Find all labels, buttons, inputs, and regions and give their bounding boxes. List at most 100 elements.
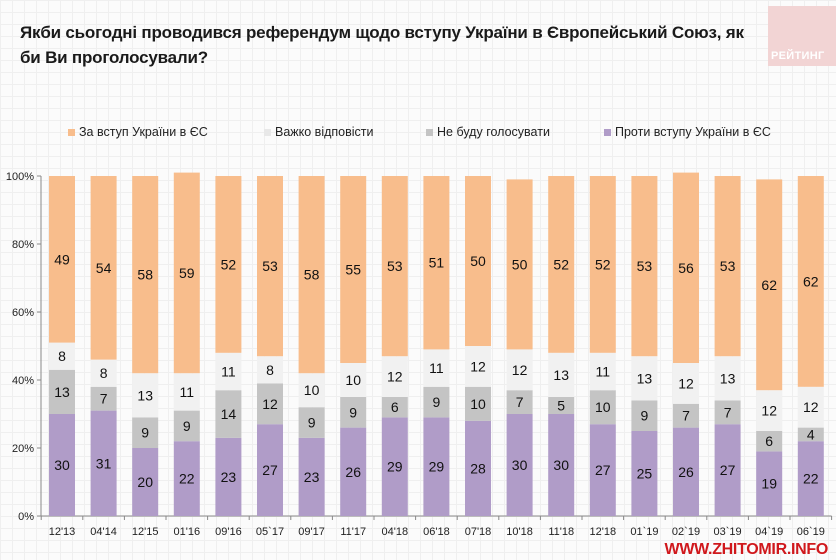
bar-segment-hard-to-say	[132, 373, 159, 418]
data-label-hard-to-say: 11	[596, 364, 611, 380]
data-label-for: 62	[761, 277, 777, 293]
data-label-hard-to-say: 8	[58, 348, 66, 364]
legend-label-hard-to-say: Важко відповісти	[275, 125, 374, 139]
bar-segment-hard-to-say	[257, 356, 283, 384]
data-label-hard-to-say: 8	[100, 365, 108, 381]
data-label-hard-to-say: 12	[512, 362, 528, 378]
bar-segment-wont-vote	[381, 397, 408, 418]
bar-segment-for	[548, 176, 575, 353]
data-label-against: 30	[512, 457, 528, 473]
bar-segment-against	[589, 424, 616, 516]
legend-item-against: Проти вступу України в ЄС	[604, 125, 771, 139]
bar-segment-against	[506, 414, 533, 516]
data-label-for: 53	[387, 258, 403, 274]
x-tick-label: 12'13	[49, 526, 76, 538]
bar-segment-hard-to-say	[673, 363, 699, 404]
data-label-hard-to-say: 12	[678, 375, 694, 391]
data-label-wont-vote: 6	[765, 433, 773, 449]
bar-segment-hard-to-say	[506, 349, 533, 391]
data-label-hard-to-say: 11	[180, 384, 195, 400]
legend-item-for: За вступ України в ЄС	[68, 125, 208, 139]
data-label-hard-to-say: 12	[387, 369, 403, 385]
bar-segment-for	[215, 176, 242, 353]
x-tick-label: 04'18	[382, 526, 409, 538]
bar-segment-against	[49, 414, 75, 516]
bar-segment-against	[298, 437, 325, 516]
data-label-wont-vote: 10	[595, 399, 611, 415]
data-label-for: 50	[512, 256, 528, 272]
data-label-for: 58	[137, 267, 153, 283]
bar-segment-against	[90, 410, 117, 516]
bar-segment-for	[631, 176, 658, 357]
watermark: WWW.ZHITOMIR.INFO	[664, 541, 829, 558]
data-label-against: 31	[96, 455, 112, 471]
data-label-wont-vote: 7	[682, 408, 690, 424]
bar-segment-for	[173, 172, 200, 374]
rating-logo-text: РЕЙТИНГ	[771, 50, 825, 62]
data-label-wont-vote: 10	[470, 396, 486, 412]
bar-segment-wont-vote	[423, 386, 450, 418]
bar-segment-against	[714, 424, 741, 516]
bar-segment-hard-to-say	[465, 346, 491, 387]
x-tick-label: 12'15	[132, 526, 159, 538]
data-label-against: 26	[678, 464, 694, 480]
y-tick-label: 60%	[12, 307, 34, 319]
bar-segment-hard-to-say	[49, 342, 75, 370]
legend-label-wont-vote: Не буду голосувати	[437, 125, 550, 139]
x-tick-label: 11'17	[340, 526, 366, 538]
bar-segment-against	[257, 424, 283, 516]
bar-segment-hard-to-say	[589, 352, 616, 391]
bar-segment-wont-vote	[49, 369, 75, 414]
bar-segment-hard-to-say	[173, 373, 200, 411]
data-label-against: 30	[553, 457, 569, 473]
data-label-against: 29	[387, 459, 403, 475]
bar-segment-wont-vote	[340, 397, 367, 428]
bar-segment-for	[506, 179, 533, 350]
bar-segment-against	[215, 437, 242, 516]
data-label-for: 49	[54, 251, 70, 267]
legend-item-wont-vote: Не буду голосувати	[426, 125, 550, 139]
x-tick-label: 09'16	[215, 526, 242, 538]
data-label-wont-vote: 7	[724, 404, 732, 420]
data-label-for: 55	[345, 262, 361, 278]
bar-segment-hard-to-say	[631, 356, 658, 401]
x-tick-label: 06`19	[797, 526, 825, 538]
data-label-wont-vote: 9	[141, 425, 149, 441]
y-tick-label: 20%	[12, 443, 34, 455]
bar-segment-against	[340, 427, 367, 516]
bar-segment-wont-vote	[631, 400, 658, 431]
x-tick-label: 05`17	[256, 526, 284, 538]
bar-segment-hard-to-say	[797, 386, 824, 428]
data-label-hard-to-say: 13	[553, 367, 569, 383]
data-label-wont-vote: 5	[557, 398, 565, 414]
bar-segment-wont-vote	[797, 427, 824, 442]
y-tick-label: 80%	[12, 239, 34, 251]
data-label-for: 52	[595, 256, 611, 272]
data-label-for: 52	[553, 256, 569, 272]
bar-segment-against	[673, 427, 699, 516]
bar-segment-wont-vote	[215, 390, 242, 438]
data-label-against: 26	[345, 464, 361, 480]
data-label-wont-vote: 6	[391, 399, 399, 415]
rating-logo: РЕЙТИНГ	[768, 6, 836, 66]
bar-segment-for	[49, 176, 75, 343]
bar-segment-for	[257, 176, 283, 357]
data-label-wont-vote: 12	[262, 396, 278, 412]
data-label-wont-vote: 9	[308, 415, 316, 431]
data-label-hard-to-say: 13	[637, 370, 653, 386]
data-label-for: 54	[96, 260, 112, 276]
bar-segment-hard-to-say	[90, 359, 117, 387]
y-tick-label: 40%	[12, 375, 34, 387]
bar-segment-wont-vote	[90, 386, 117, 411]
bar-segment-wont-vote	[465, 386, 491, 421]
data-label-hard-to-say: 11	[429, 360, 444, 376]
x-tick-label: 07'18	[465, 526, 492, 538]
data-label-hard-to-say: 13	[137, 387, 153, 403]
legend-swatch-against	[604, 128, 611, 136]
data-label-for: 59	[179, 265, 195, 281]
data-label-hard-to-say: 13	[720, 370, 736, 386]
x-tick-label: 12'18	[590, 526, 617, 538]
legend-label-for: За вступ України в ЄС	[79, 125, 208, 139]
bar-segment-hard-to-say	[756, 390, 783, 431]
data-label-for: 53	[637, 258, 653, 274]
